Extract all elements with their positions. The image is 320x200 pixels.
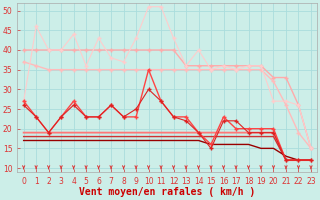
X-axis label: Vent moyen/en rafales ( km/h ): Vent moyen/en rafales ( km/h ) [79,187,255,197]
